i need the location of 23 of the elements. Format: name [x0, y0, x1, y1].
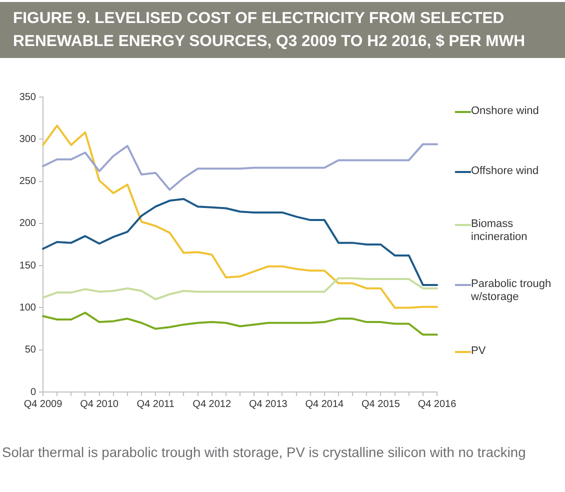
y-tick-label: 50	[24, 344, 36, 356]
legend-label: Biomass incineration	[471, 218, 528, 244]
y-tick-label: 100	[19, 302, 36, 314]
y-tick-label: 150	[19, 260, 36, 272]
x-tick-label: Q4 2012	[192, 398, 232, 410]
y-tick-label: 200	[19, 218, 36, 230]
x-tick-label: Q4 2009	[24, 398, 63, 410]
x-tick-label: Q4 2014	[305, 398, 344, 410]
legend-label: PV	[471, 344, 487, 358]
y-tick-label: 250	[19, 176, 36, 188]
text: Solar thermal is parabolic trough with storage, PV is crystalline silicon with no tracking	[2, 444, 526, 461]
chart-title: FIGURE 9. LEVELISED COST OF ELECTRICITY FROM SELECTED RENEWABLE ENERGY SOURCES, Q3 2009 TO H2 2016, $ PER MWH	[0, 2, 565, 58]
y-tick-label: 350	[19, 92, 36, 103]
legend-label: Offshore wind	[471, 164, 540, 178]
x-tick-label: Q4 2013	[248, 398, 288, 410]
x-tick-label: Q4 2011	[136, 398, 175, 410]
y-tick-label: 0	[30, 386, 36, 398]
x-tick-label: Q4 2016	[418, 398, 457, 410]
y-tick-label: 300	[19, 134, 36, 145]
legend-label: Parabolic trough w/storage	[471, 278, 552, 304]
x-tick-label: Q4 2015	[362, 398, 400, 410]
legend-label: Onshore wind	[471, 104, 540, 118]
x-tick-label: Q4 2010	[80, 398, 119, 410]
